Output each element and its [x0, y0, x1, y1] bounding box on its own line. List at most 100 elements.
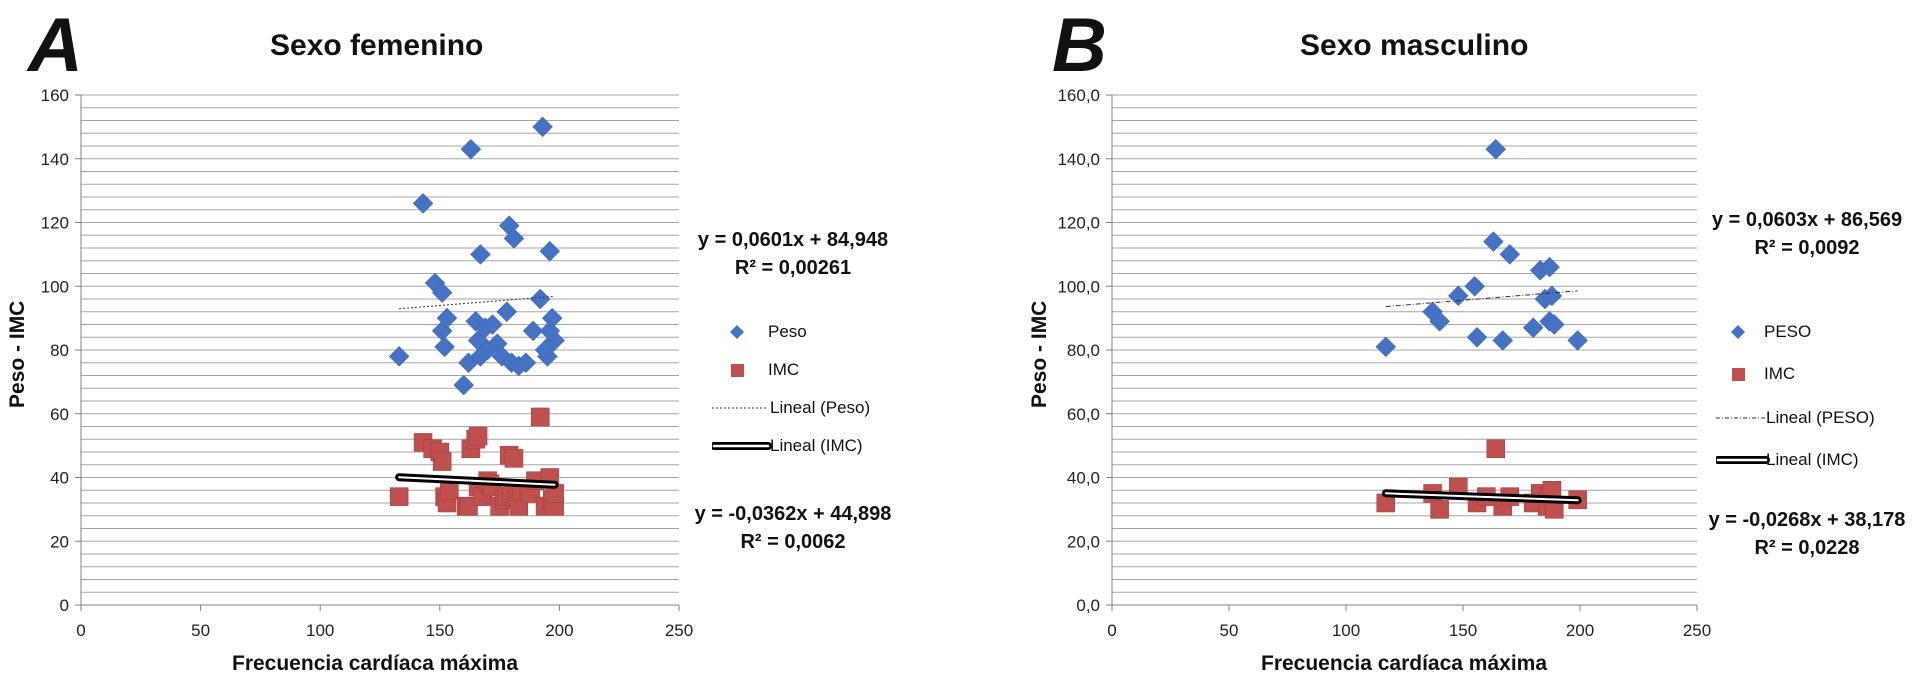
y-tick-label: 120,0 [1057, 214, 1100, 233]
peso-r-squared: R² = 0,00261 [734, 257, 852, 279]
peso-point [1485, 138, 1507, 160]
peso-point [1466, 326, 1488, 348]
imc-equation: y = -0,0362x + 44,898 [694, 503, 892, 525]
x-tick-label: 150 [426, 621, 454, 640]
chart-panel-female: A Sexo femenino 0 20 40 60 80 100 120 140 160 0 50… [6, 3, 900, 675]
peso-point [1429, 310, 1450, 332]
legend-label: Lineal (Peso) [770, 398, 871, 417]
x-tick-label: 200 [545, 621, 573, 640]
peso-point [1499, 244, 1521, 265]
x-tick-label: 100 [1332, 621, 1360, 640]
y-tick-label: 0 [60, 596, 69, 615]
peso-equation: y = 0,0603x + 86,569 [1711, 209, 1903, 231]
panel-letter: A [28, 3, 83, 88]
y-tick-label: 100 [41, 277, 69, 296]
legend-label: IMC [1764, 364, 1796, 383]
peso-trendline [1385, 290, 1578, 308]
legend-label: PESO [1764, 322, 1812, 341]
imc-r-squared: R² = 0,0228 [1754, 537, 1860, 559]
peso-point [434, 336, 455, 358]
peso-point [1464, 275, 1486, 297]
y-axis-title: Peso - IMC [6, 300, 29, 408]
peso-point [1375, 336, 1397, 358]
peso-point [1522, 317, 1544, 339]
peso-point [1447, 285, 1469, 307]
y-tick-label: 80,0 [1067, 341, 1100, 360]
imc-r-squared: R² = 0,0062 [740, 531, 846, 553]
panel-letter: B [1052, 3, 1107, 88]
peso-point [522, 320, 544, 342]
y-tick-label: 120 [41, 214, 69, 233]
imc-point [531, 407, 550, 427]
imc-trendline-inner [398, 476, 556, 486]
imc-point [1486, 439, 1506, 459]
y-tick-label: 160 [41, 86, 69, 105]
y-tick-label: 60,0 [1067, 405, 1100, 424]
peso-point [431, 282, 453, 303]
x-tick-label: 250 [665, 621, 693, 640]
diamond-marker-icon [1731, 325, 1745, 339]
y-tick-label: 160,0 [1057, 86, 1100, 105]
y-tick-label: 20,0 [1067, 532, 1100, 551]
peso-point [412, 193, 434, 214]
imc-point [389, 487, 409, 506]
x-tick-label: 50 [191, 621, 210, 640]
imc-equation: y = -0,0268x + 38,178 [1708, 509, 1906, 531]
peso-point [1483, 231, 1504, 252]
legend-label: Peso [768, 322, 807, 341]
peso-equation: y = 0,0601x + 84,948 [697, 229, 889, 251]
x-tick-label: 100 [306, 621, 334, 640]
peso-point [529, 288, 551, 310]
square-marker-icon [731, 364, 744, 377]
y-tick-label: 140,0 [1057, 150, 1100, 169]
y-tick-label: 80 [50, 341, 69, 360]
y-tick-label: 0,0 [1076, 596, 1100, 615]
peso-point [1567, 330, 1589, 351]
peso-point [496, 301, 518, 323]
x-tick-label: 150 [1449, 621, 1477, 640]
imc-trendline-inner [1384, 492, 1579, 502]
y-tick-label: 140 [41, 150, 69, 169]
peso-r-squared: R² = 0,0092 [1754, 237, 1860, 259]
peso-point [453, 374, 475, 396]
y-tick-label: 40,0 [1067, 469, 1100, 488]
peso-trendline [399, 295, 555, 310]
x-tick-label: 0 [76, 621, 85, 640]
peso-point [515, 352, 537, 374]
peso-point [1543, 314, 1565, 335]
x-tick-label: 50 [1220, 621, 1239, 640]
imc-point [1430, 500, 1449, 519]
x-tick-label: 250 [1683, 621, 1711, 640]
chart-title: Sexo masculino [1300, 29, 1529, 62]
peso-point [532, 116, 554, 138]
imc-point [459, 496, 478, 516]
legend-label: IMC [768, 360, 800, 379]
peso-point [436, 307, 458, 329]
peso-regression-label: y = 0,0603x + 86,569 R² = 0,0092 [1700, 206, 1914, 262]
x-axis-title: Frecuencia cardíaca máxima [1261, 652, 1548, 675]
scatter-plot: 0,0 20,0 40,0 60,0 80,0 100,0 120,0 140,0 160,0 0… [1057, 86, 1711, 640]
y-tick-label: 20 [50, 532, 69, 551]
legend-label: Lineal (IMC) [770, 436, 863, 455]
peso-point [470, 244, 491, 265]
peso-point [460, 138, 482, 160]
scatter-plot: 0 20 40 60 80 100 120 140 160 0 50 100 150 200 250 [41, 86, 694, 640]
y-tick-label: 60 [50, 405, 69, 424]
imc-point [432, 452, 452, 471]
peso-point [482, 314, 503, 335]
double-line-icon [712, 442, 772, 450]
dotted-line-icon [712, 407, 768, 409]
double-line-icon [1716, 456, 1770, 464]
y-tick-label: 40 [50, 469, 69, 488]
peso-regression-label: y = 0,0601x + 84,948 R² = 0,00261 [686, 226, 900, 282]
peso-point [539, 240, 561, 262]
peso-point [534, 339, 556, 361]
imc-point [468, 426, 488, 446]
peso-point [503, 228, 525, 249]
imc-regression-label: y = -0,0362x + 44,898 R² = 0,0062 [686, 500, 900, 556]
diamond-marker-icon [730, 325, 744, 339]
legend-label: Lineal (PESO) [1766, 408, 1875, 427]
x-tick-label: 200 [1566, 621, 1594, 640]
legend-label: Lineal (IMC) [1766, 450, 1859, 469]
peso-point [388, 346, 410, 367]
